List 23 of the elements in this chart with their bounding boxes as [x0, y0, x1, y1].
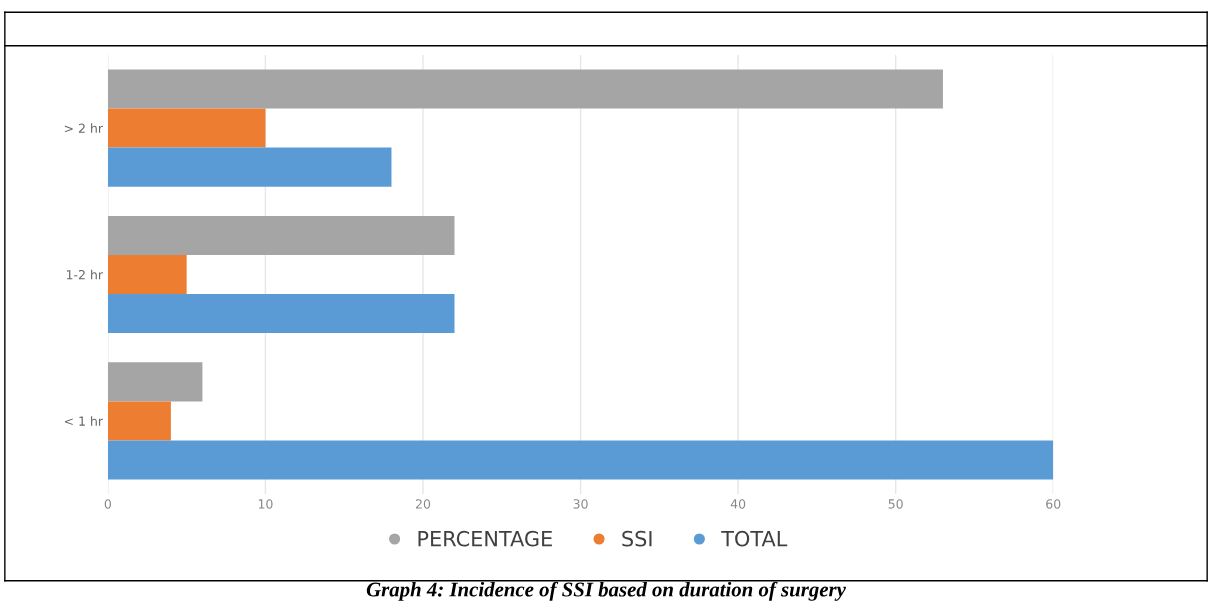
y-tick-label: 1-2 hr	[66, 269, 104, 280]
legend-label: SSI	[622, 530, 652, 547]
y-tick-label: < 1 hr	[64, 416, 104, 426]
x-tick-label: 30	[573, 499, 588, 509]
x-tick-label: 10	[258, 499, 273, 509]
bar	[107, 440, 1054, 480]
bar	[107, 362, 203, 402]
bar	[107, 254, 187, 295]
x-tick-label: 20	[415, 499, 431, 509]
legend-label: PERCENTAGE	[418, 530, 552, 547]
y-tick-label: > 2 hr	[64, 123, 104, 133]
bar	[107, 108, 266, 148]
bar	[107, 401, 171, 441]
x-tick-label: 40	[730, 499, 746, 509]
legend-label: TOTAL	[721, 530, 788, 547]
text: Graph 4: Incidence of SSI based on duration of surgery	[366, 581, 846, 601]
bar	[107, 215, 455, 255]
x-tick-label: 60	[1046, 499, 1061, 509]
bar	[107, 147, 392, 187]
x-tick-label: 0	[104, 499, 112, 509]
bar	[107, 69, 943, 109]
bar	[107, 294, 455, 334]
x-tick-label: 50	[888, 499, 903, 509]
